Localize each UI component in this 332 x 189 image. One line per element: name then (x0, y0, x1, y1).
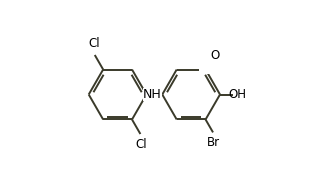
Text: Br: Br (207, 136, 220, 149)
Text: Cl: Cl (88, 37, 100, 50)
Text: Cl: Cl (135, 138, 147, 151)
Text: NH: NH (143, 88, 162, 101)
Text: OH: OH (229, 88, 247, 101)
Text: O: O (210, 49, 219, 62)
